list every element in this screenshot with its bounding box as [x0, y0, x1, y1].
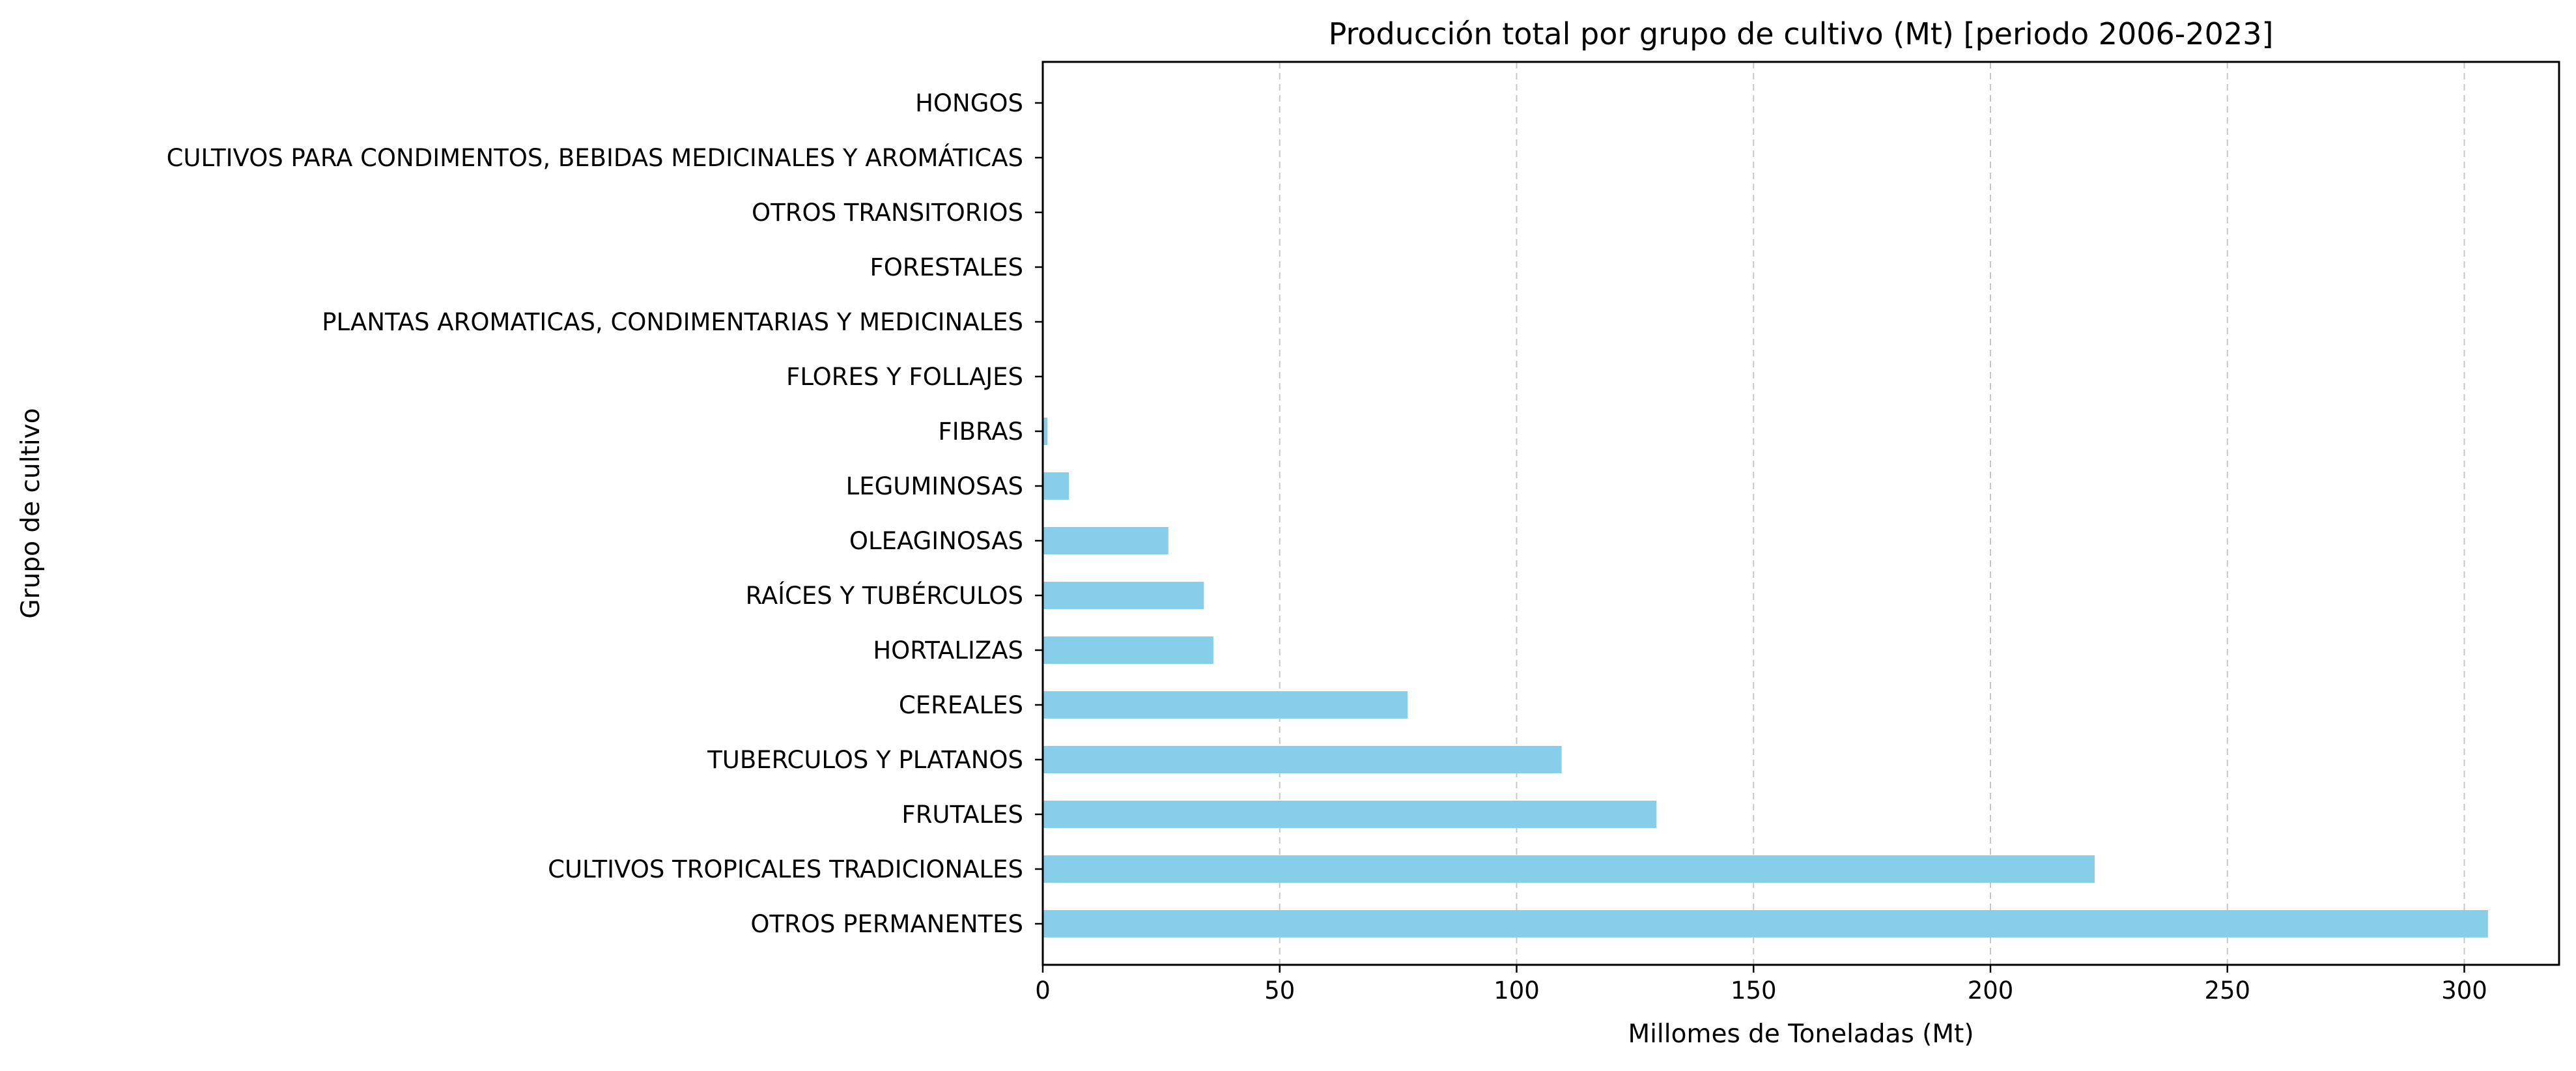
bar	[1043, 527, 1168, 554]
bar	[1043, 855, 2095, 883]
y-tick-label: FIBRAS	[938, 418, 1023, 446]
bar	[1043, 636, 1213, 664]
bar	[1043, 746, 1562, 773]
bar	[1043, 472, 1069, 500]
bar	[1043, 801, 1656, 828]
y-tick-label: OLEAGINOSAS	[849, 527, 1023, 555]
y-tick-label: FRUTALES	[901, 801, 1023, 829]
x-tick-label: 0	[1035, 977, 1051, 1005]
y-tick-label: PLANTAS AROMATICAS, CONDIMENTARIAS Y MED…	[322, 308, 1023, 336]
y-tick-label: RAÍCES Y TUBÉRCULOS	[746, 581, 1023, 610]
bar	[1043, 582, 1204, 609]
chart-title: Producción total por grupo de cultivo (M…	[1329, 16, 2274, 51]
y-tick-label: HONGOS	[915, 89, 1023, 117]
x-tick-label: 50	[1264, 977, 1295, 1005]
y-tick-label: OTROS PERMANENTES	[750, 910, 1023, 938]
y-axis-label: Grupo de cultivo	[16, 408, 46, 618]
y-tick-label: CULTIVOS TROPICALES TRADICIONALES	[548, 855, 1023, 883]
y-tick-label: FORESTALES	[870, 253, 1024, 281]
y-tick-label: LEGUMINOSAS	[846, 472, 1023, 500]
bar	[1043, 691, 1408, 719]
y-tick-label: OTROS TRANSITORIOS	[752, 199, 1023, 227]
x-tick-label: 200	[1968, 977, 2014, 1005]
x-tick-label: 300	[2441, 977, 2487, 1005]
x-tick-label: 100	[1493, 977, 1540, 1005]
y-tick-label: CEREALES	[899, 691, 1023, 719]
y-tick-label: CULTIVOS PARA CONDIMENTOS, BEBIDAS MEDIC…	[167, 143, 1023, 172]
x-tick-label: 250	[2204, 977, 2250, 1005]
bar	[1043, 910, 2488, 937]
y-tick-label: TUBERCULOS Y PLATANOS	[707, 746, 1023, 774]
y-tick-label: HORTALIZAS	[873, 636, 1023, 664]
x-axis-label: Millomes de Toneladas (Mt)	[1628, 1020, 1974, 1049]
x-tick-label: 150	[1731, 977, 1777, 1005]
y-tick-label: FLORES Y FOLLAJES	[786, 363, 1023, 391]
